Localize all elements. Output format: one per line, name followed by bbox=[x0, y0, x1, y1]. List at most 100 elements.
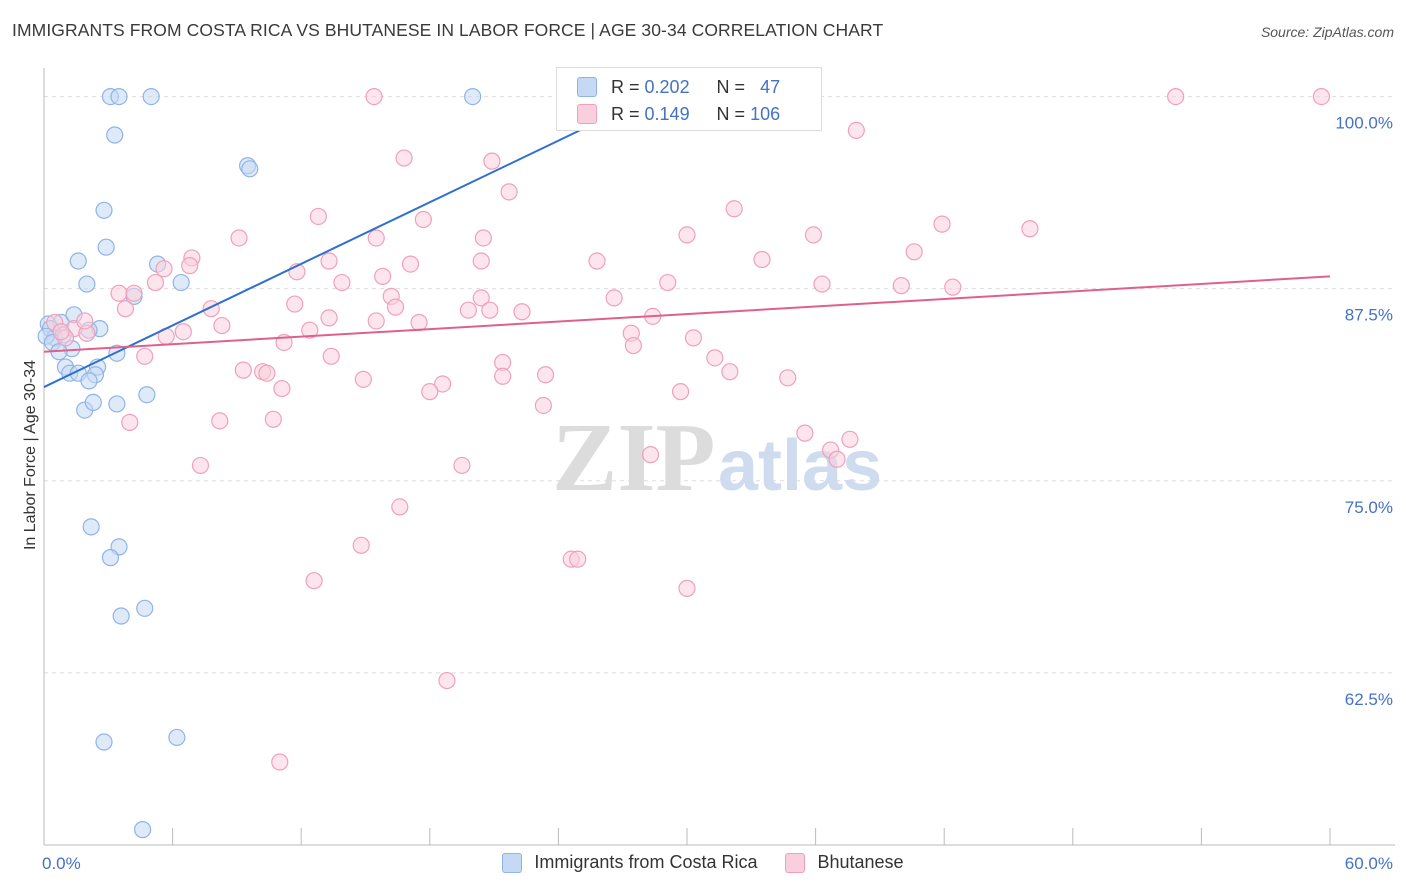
data-point bbox=[84, 393, 102, 412]
data-point bbox=[588, 252, 606, 270]
data-point bbox=[569, 550, 587, 568]
data-point bbox=[813, 275, 831, 293]
data-point bbox=[264, 410, 282, 428]
data-point bbox=[80, 372, 98, 390]
data-point bbox=[892, 277, 910, 295]
legend-row-costa-rica: R = 0.202 N = 47 bbox=[577, 75, 780, 99]
data-point bbox=[78, 275, 96, 293]
data-point bbox=[367, 229, 385, 247]
data-point bbox=[258, 364, 276, 382]
data-point bbox=[320, 252, 338, 270]
legend-label: Immigrants from Costa Rica bbox=[534, 852, 758, 872]
data-point bbox=[944, 278, 962, 296]
data-point bbox=[273, 379, 291, 398]
data-point bbox=[125, 284, 143, 302]
data-point bbox=[69, 252, 87, 270]
data-point bbox=[333, 273, 351, 292]
data-point bbox=[641, 446, 660, 464]
data-point bbox=[678, 579, 696, 597]
legend-r-value: 0.149 bbox=[644, 103, 690, 124]
data-point bbox=[401, 255, 420, 273]
data-point bbox=[464, 87, 482, 106]
data-point bbox=[121, 413, 139, 431]
data-point bbox=[1312, 87, 1331, 106]
legend-swatch-blue bbox=[502, 852, 523, 873]
data-point bbox=[101, 549, 120, 567]
data-point bbox=[76, 312, 94, 330]
x-tick-label: 0.0% bbox=[42, 854, 81, 873]
x-tick-labels: 0.0% 60.0% bbox=[42, 854, 1393, 873]
data-point bbox=[138, 386, 156, 404]
data-point bbox=[536, 366, 555, 384]
data-point bbox=[82, 518, 100, 536]
data-point bbox=[421, 383, 439, 401]
legend-item-bhutanese: Bhutanese bbox=[785, 852, 904, 873]
data-point bbox=[434, 375, 452, 393]
legend-label: Bhutanese bbox=[817, 852, 904, 872]
data-point bbox=[95, 733, 113, 751]
trend-line bbox=[43, 275, 1331, 353]
axes bbox=[43, 68, 1395, 846]
y-tick-label: 62.5% bbox=[1345, 690, 1393, 709]
data-point bbox=[414, 210, 432, 229]
stats-legend: R = 0.202 N = 47 R = 0.149 N = 106 bbox=[556, 67, 822, 131]
source-credit: Source: ZipAtlas.com bbox=[1260, 24, 1394, 40]
data-point bbox=[513, 303, 531, 321]
data-point bbox=[367, 312, 385, 330]
data-point bbox=[671, 383, 690, 401]
y-tick-labels: 100.0% 87.5% 75.0% 62.5% bbox=[1335, 114, 1393, 709]
data-point bbox=[309, 207, 327, 226]
data-point bbox=[146, 273, 165, 292]
data-point bbox=[97, 238, 115, 256]
data-point bbox=[796, 424, 814, 442]
data-point bbox=[136, 347, 154, 365]
data-point bbox=[322, 347, 340, 365]
data-point bbox=[605, 289, 623, 307]
data-point bbox=[725, 200, 743, 218]
data-point bbox=[136, 599, 154, 617]
data-point bbox=[684, 329, 703, 347]
data-point bbox=[706, 349, 724, 367]
data-point bbox=[438, 671, 456, 690]
data-point bbox=[108, 395, 126, 413]
series-bhutanese bbox=[46, 87, 1331, 771]
data-point bbox=[847, 121, 865, 139]
data-point bbox=[181, 257, 199, 275]
data-point bbox=[110, 284, 128, 302]
data-point bbox=[933, 215, 951, 233]
trend-line bbox=[43, 129, 581, 388]
data-point bbox=[905, 243, 923, 261]
data-point bbox=[395, 149, 413, 167]
data-point bbox=[354, 370, 372, 388]
data-point bbox=[678, 226, 696, 244]
data-point bbox=[753, 250, 771, 269]
data-point bbox=[241, 160, 259, 178]
legend-n-value: 47 bbox=[760, 76, 781, 97]
legend-swatch-pink bbox=[785, 852, 806, 873]
data-point bbox=[155, 260, 173, 278]
series-legend: Immigrants from Costa Rica Bhutanese bbox=[0, 852, 1406, 873]
watermark-zip: ZIP bbox=[552, 404, 715, 512]
data-point bbox=[453, 456, 471, 475]
data-point bbox=[52, 323, 70, 341]
data-point bbox=[172, 273, 190, 292]
data-point bbox=[142, 87, 160, 106]
data-point bbox=[271, 753, 289, 771]
data-point bbox=[624, 336, 643, 355]
y-axis-label: In Labor Force | Age 30-34 bbox=[22, 360, 39, 550]
data-point bbox=[365, 87, 383, 106]
data-point bbox=[211, 412, 229, 430]
data-point bbox=[174, 323, 192, 341]
data-point bbox=[472, 252, 490, 270]
data-point bbox=[352, 536, 370, 554]
data-point bbox=[459, 301, 477, 319]
data-point bbox=[483, 152, 501, 170]
data-point bbox=[112, 607, 130, 625]
data-point bbox=[828, 450, 846, 468]
y-tick-label: 87.5% bbox=[1345, 306, 1393, 325]
data-point bbox=[234, 361, 252, 379]
data-point bbox=[116, 300, 135, 318]
x-tick-label: 60.0% bbox=[1345, 854, 1393, 873]
data-point bbox=[659, 273, 677, 292]
